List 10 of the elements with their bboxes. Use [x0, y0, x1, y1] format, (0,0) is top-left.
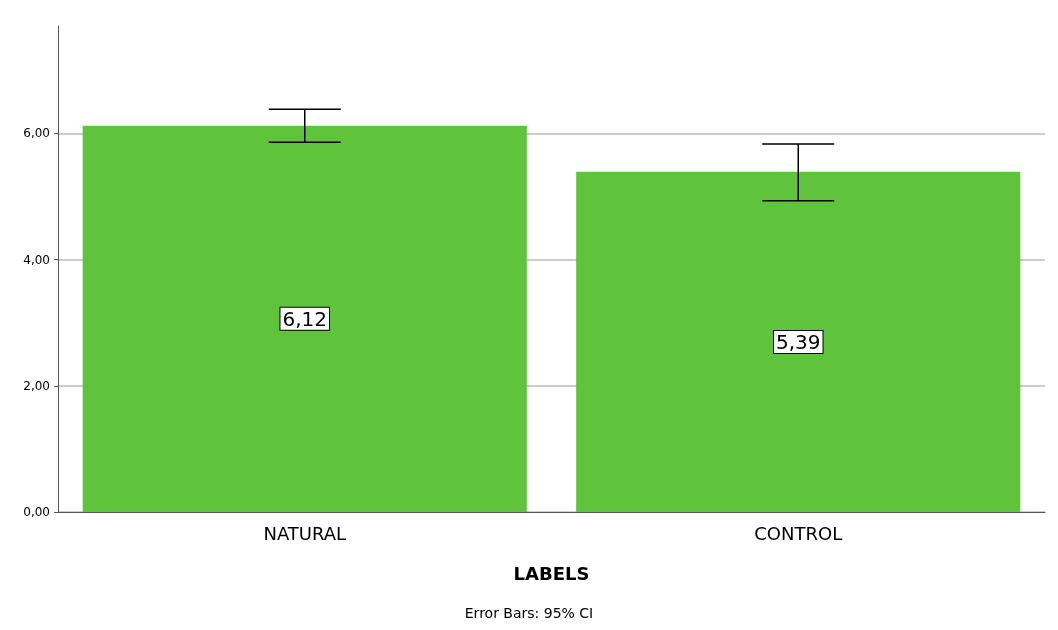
y-tick-label: 0,00	[23, 505, 50, 519]
x-axis-title: LABELS	[513, 562, 590, 584]
y-tick-label: 4,00	[23, 252, 50, 267]
x-tick-label: CONTROL	[754, 522, 843, 544]
x-tick-label: NATURAL	[263, 522, 347, 544]
y-tick-label: 6,00	[23, 126, 50, 141]
y-tick-label: 2,00	[23, 378, 50, 393]
data-label: 6,12	[282, 306, 328, 331]
data-label: 5,39	[775, 329, 821, 354]
text: Error Bars: 95% CI	[464, 605, 594, 621]
